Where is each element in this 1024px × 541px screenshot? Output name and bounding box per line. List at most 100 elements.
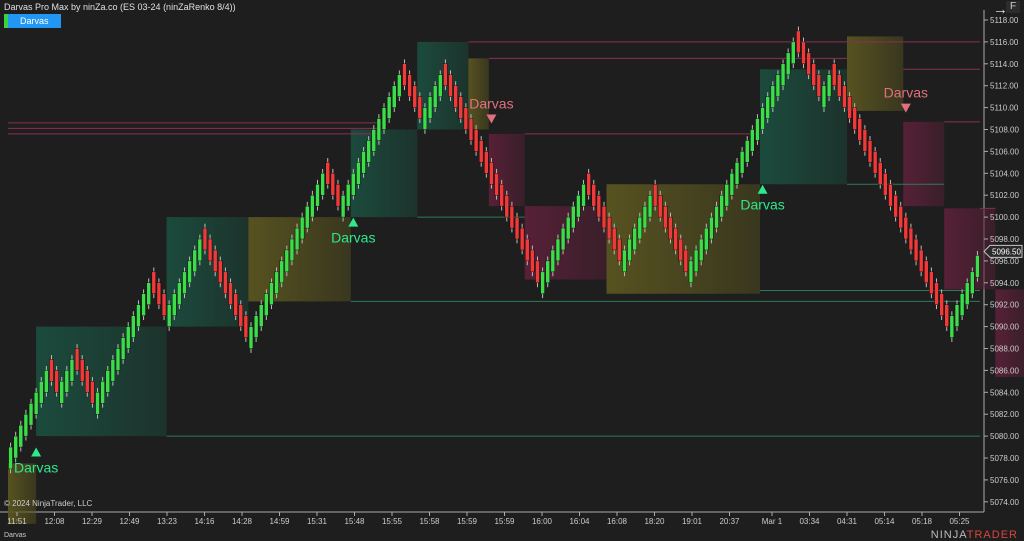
signal-down-triangle-icon xyxy=(900,103,911,113)
candle-up xyxy=(64,370,69,393)
candle-up xyxy=(269,282,274,305)
candle-up xyxy=(750,129,755,152)
candle-down xyxy=(489,162,494,185)
candle-up xyxy=(310,194,315,218)
copyright: © 2024 NinjaTrader, LLC xyxy=(4,499,93,508)
candle-down xyxy=(479,140,484,163)
candle-down xyxy=(223,271,228,294)
candle-up xyxy=(540,271,545,294)
candle-down xyxy=(924,260,929,283)
candle-up xyxy=(438,74,443,97)
candle-down xyxy=(509,205,515,229)
candle-down xyxy=(74,348,80,371)
darvas-indicator-button[interactable]: Darvas xyxy=(4,14,61,28)
candle-up xyxy=(622,249,627,273)
darvas-box-pink xyxy=(903,121,945,207)
candle-up xyxy=(346,184,351,207)
candle-up xyxy=(719,194,724,218)
candle-up xyxy=(397,74,402,97)
candle-down xyxy=(499,184,504,207)
panel-label: Darvas xyxy=(4,532,27,539)
x-tick-label: 20:37 xyxy=(719,517,740,526)
candle-down xyxy=(458,96,463,119)
candle-up xyxy=(959,293,965,316)
candle-up xyxy=(550,249,555,273)
candle-up xyxy=(131,315,136,338)
candle-down xyxy=(213,249,218,273)
arrow-right-icon[interactable]: → xyxy=(993,1,1008,18)
candle-down xyxy=(919,249,924,273)
candle-up xyxy=(100,381,105,404)
candle-up xyxy=(632,227,637,251)
candle-down xyxy=(494,173,499,196)
x-tick-label: 05:25 xyxy=(949,517,970,526)
candle-up xyxy=(13,435,18,459)
candle-down xyxy=(535,260,540,283)
candle-down xyxy=(596,194,602,218)
candle-up xyxy=(105,370,110,393)
y-tick-label: 5094.00 xyxy=(990,279,1019,288)
candle-up xyxy=(571,205,576,229)
x-tick-label: 16:00 xyxy=(532,517,553,526)
f-button[interactable]: F xyxy=(1006,1,1020,13)
candle-up xyxy=(637,216,642,240)
signal-label: Darvas xyxy=(884,85,928,101)
candle-down xyxy=(908,227,914,251)
candle-up xyxy=(259,304,264,327)
candle-up xyxy=(340,194,346,218)
candle-up xyxy=(791,41,796,65)
candle-down xyxy=(867,140,873,163)
candle-up xyxy=(187,260,192,283)
y-tick-label: 5080.00 xyxy=(990,432,1019,441)
candle-down xyxy=(233,293,238,316)
y-tick-label: 5114.00 xyxy=(990,60,1019,69)
candle-up xyxy=(392,85,397,108)
candle-up xyxy=(745,140,750,163)
x-tick-label: 15:59 xyxy=(457,517,478,526)
candle-up xyxy=(970,271,975,294)
candle-down xyxy=(402,63,407,86)
candle-down xyxy=(668,216,673,240)
candle-down xyxy=(653,184,658,207)
candle-down xyxy=(484,151,489,174)
candle-up xyxy=(120,337,126,360)
x-tick-label: 03:34 xyxy=(799,517,820,526)
candle-down xyxy=(796,30,801,54)
candle-up xyxy=(376,118,382,141)
darvas-box-pink xyxy=(995,289,1024,377)
candle-up xyxy=(284,249,289,273)
y-tick-label: 5088.00 xyxy=(990,345,1019,354)
candle-up xyxy=(826,74,832,97)
candle-down xyxy=(417,96,422,119)
signal-up-triangle-icon xyxy=(31,447,42,457)
candle-up xyxy=(560,227,566,251)
x-tick-label: 15:58 xyxy=(419,517,440,526)
candle-up xyxy=(126,326,131,349)
y-tick-label: 5090.00 xyxy=(990,323,1019,332)
candle-down xyxy=(243,315,249,338)
x-tick-label: 12:29 xyxy=(82,517,103,526)
candle-down xyxy=(85,370,90,393)
candle-up xyxy=(381,107,387,130)
y-tick-label: 5106.00 xyxy=(990,147,1019,156)
candle-down xyxy=(586,173,591,196)
x-tick-label: 05:18 xyxy=(912,517,933,526)
candle-up xyxy=(28,403,34,426)
x-tick-label: 05:14 xyxy=(874,517,895,526)
candle-up xyxy=(356,162,361,185)
candle-down xyxy=(683,249,688,273)
candle-up xyxy=(642,205,648,229)
candle-up xyxy=(351,173,356,196)
darvas-box-yellow xyxy=(468,58,489,130)
signal-up-triangle-icon xyxy=(757,184,768,194)
candle-down xyxy=(857,118,862,141)
y-tick-label: 5104.00 xyxy=(990,169,1019,178)
candle-down xyxy=(407,74,412,97)
candle-up xyxy=(146,282,151,305)
x-tick-label: 12:49 xyxy=(119,517,140,526)
candle-up xyxy=(279,260,284,283)
y-tick-label: 5086.00 xyxy=(990,366,1019,375)
candle-down xyxy=(801,41,806,65)
candle-down xyxy=(806,52,811,75)
